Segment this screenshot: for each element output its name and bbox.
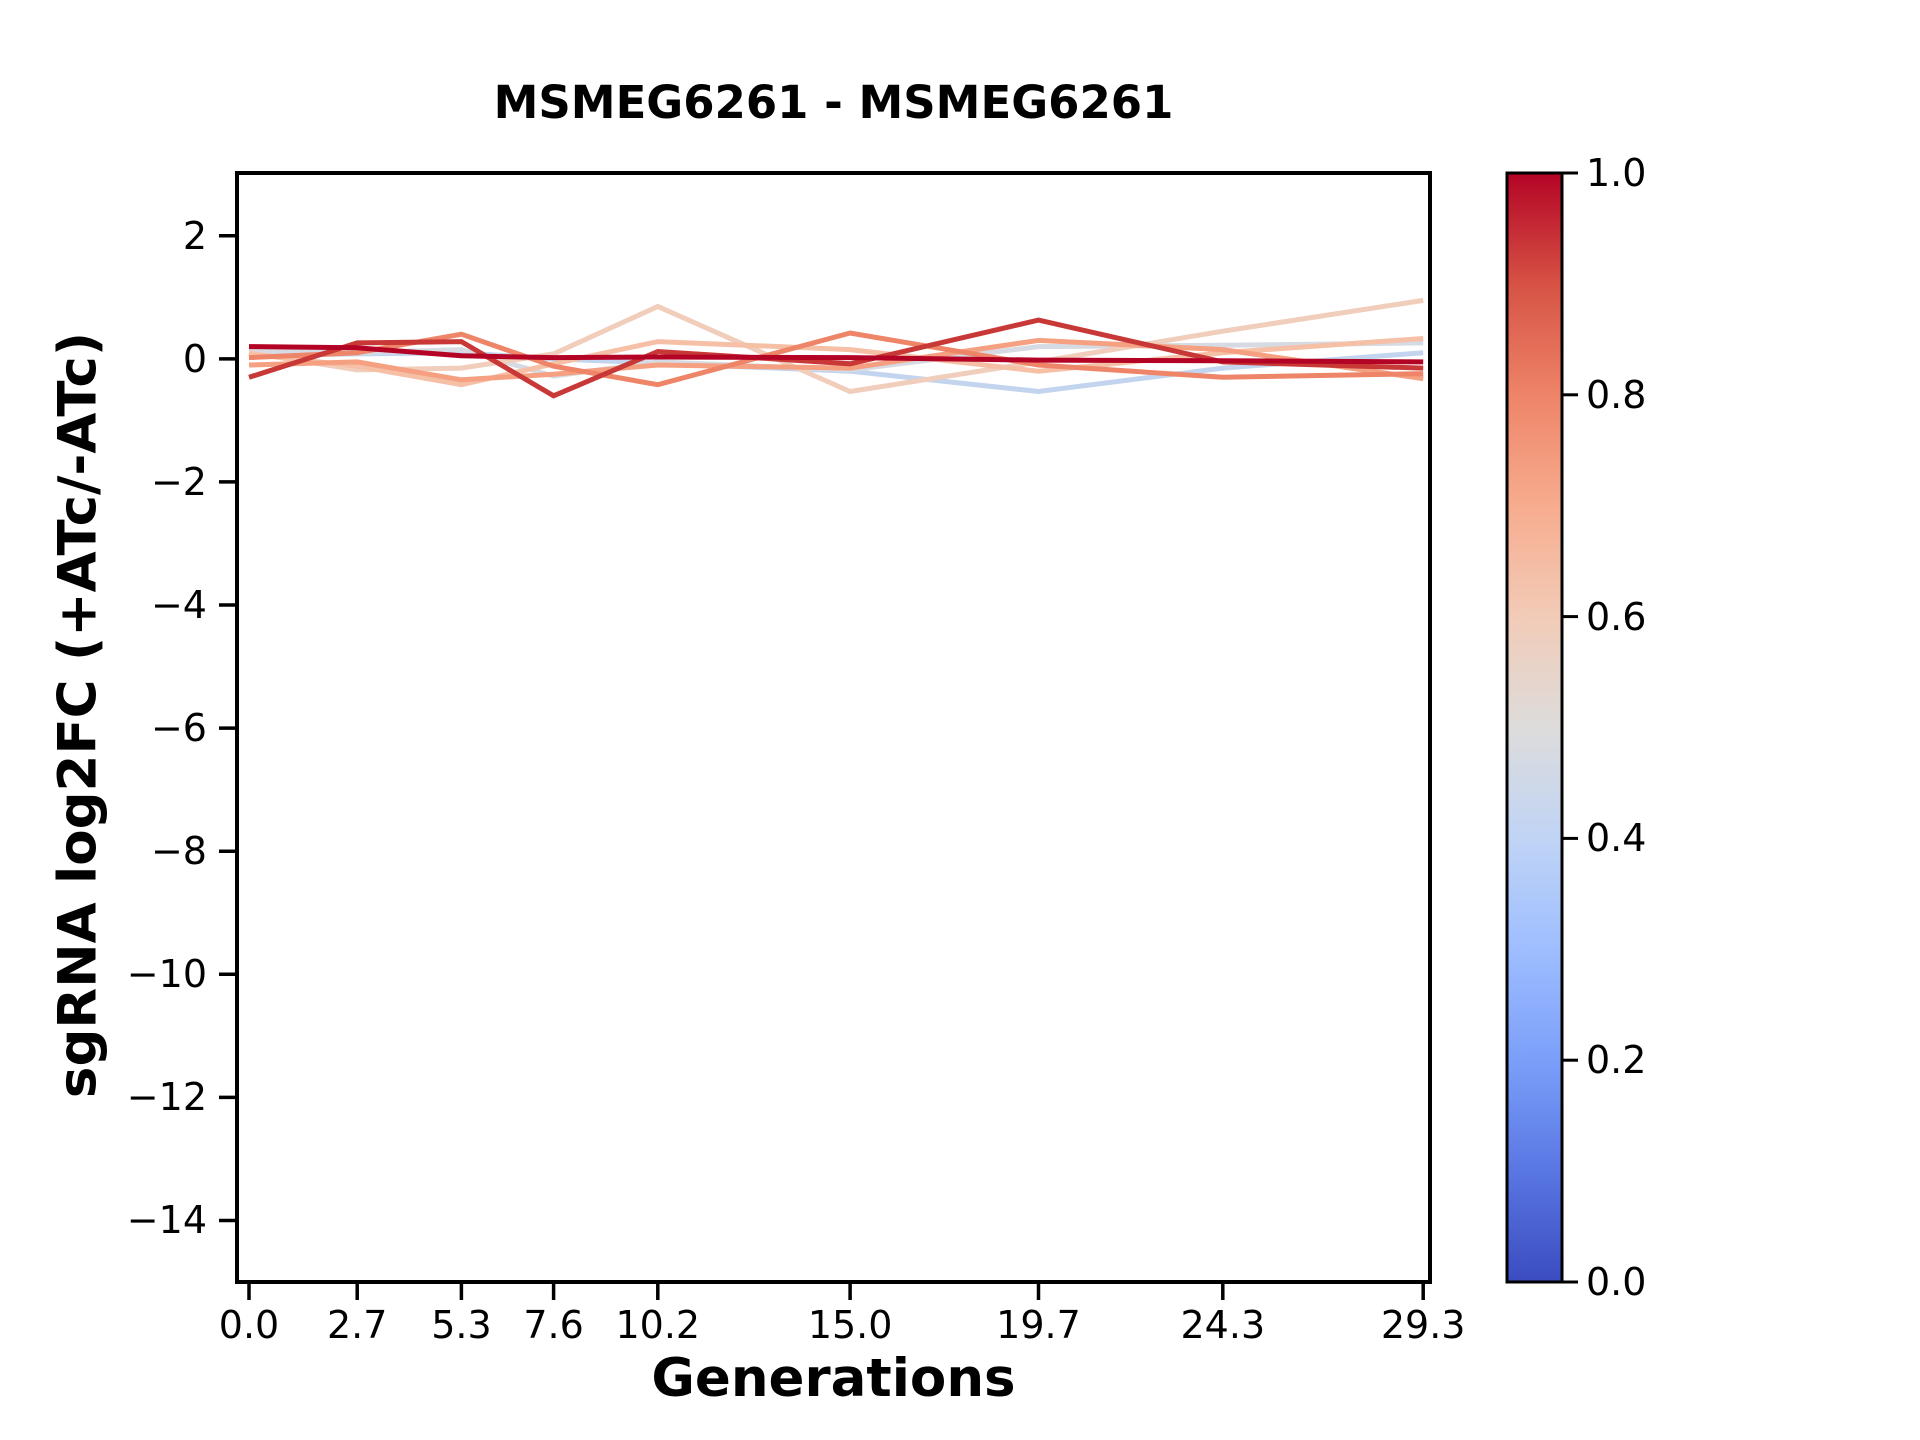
- x-tick-label: 0.0: [218, 1303, 280, 1347]
- colorbar-tick-label: 1.0: [1586, 151, 1647, 195]
- x-tick-label: 24.3: [1180, 1303, 1266, 1347]
- y-tick-label: −2: [150, 459, 207, 504]
- y-tick-label: 0: [182, 336, 207, 381]
- colorbar-tick-label: 0.8: [1586, 372, 1647, 417]
- y-tick-label: −10: [126, 952, 207, 997]
- series-line: [248, 344, 1424, 365]
- y-tick-label: −12: [126, 1075, 207, 1120]
- x-tick-label: 15.0: [807, 1303, 893, 1347]
- x-tick-label: 19.7: [996, 1303, 1081, 1347]
- x-tick-label: 7.6: [523, 1303, 584, 1347]
- chart-title: MSMEG6261 - MSMEG6261: [493, 76, 1174, 129]
- x-tick-label: 10.2: [615, 1303, 701, 1347]
- colorbar-tick-label: 0.6: [1586, 594, 1647, 639]
- colorbar-tick-label: 0.4: [1586, 816, 1647, 861]
- y-tick-label: 2: [182, 213, 207, 258]
- series-line: [248, 317, 1424, 399]
- x-tick-label: 29.3: [1380, 1303, 1466, 1347]
- x-axis-label: Generations: [651, 1348, 1016, 1409]
- y-tick-label: −6: [150, 706, 207, 751]
- x-tick-label: 5.3: [431, 1303, 492, 1347]
- colorbar: [1505, 171, 1564, 1284]
- x-tick-label: 2.7: [327, 1303, 388, 1347]
- colorbar-tick-label: 0.2: [1586, 1038, 1647, 1083]
- series-line: [248, 330, 1424, 388]
- y-tick-label: −14: [126, 1198, 207, 1243]
- y-tick-label: −4: [150, 583, 207, 628]
- y-axis-label: sgRNA log2FC (+ATc/-ATc): [47, 331, 109, 1099]
- y-tick-label: −8: [150, 829, 207, 874]
- colorbar-tick-label: 0.0: [1586, 1260, 1647, 1304]
